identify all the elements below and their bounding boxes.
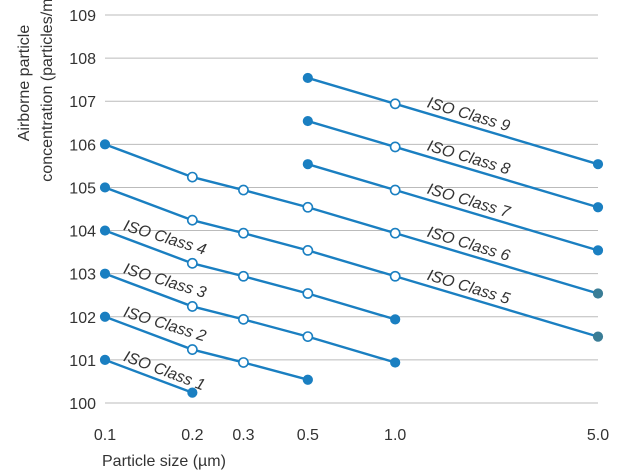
data-point <box>238 184 249 196</box>
y-tick-label: 109 <box>69 8 96 25</box>
series-line-5 <box>104 186 599 338</box>
series-label: ISO Class 8 <box>425 138 512 179</box>
series-line-2 <box>104 315 309 381</box>
data-point <box>99 225 111 236</box>
data-point <box>302 374 313 385</box>
data-point <box>302 72 313 84</box>
data-point <box>390 314 401 325</box>
data-point <box>592 331 604 342</box>
grid-layer <box>105 14 598 404</box>
data-point <box>186 257 198 269</box>
series-label: ISO Class 9 <box>425 95 512 136</box>
y-tick-labels: 100 101 102 103 104 105 106 107 108 109 <box>69 8 96 413</box>
data-point <box>238 270 249 282</box>
y-tick-label: 108 <box>69 51 96 68</box>
y-tick-label: 105 <box>69 180 96 197</box>
data-point <box>592 159 604 170</box>
data-point <box>238 227 249 239</box>
x-axis-title: Particle size (µm) <box>102 453 226 470</box>
data-point <box>389 270 401 282</box>
x-tick-label: 1.0 <box>384 427 406 444</box>
data-point <box>187 387 198 398</box>
data-point <box>389 98 401 110</box>
data-point <box>99 139 111 150</box>
data-point <box>186 301 198 312</box>
y-axis-title-line2: concentration (particles/m3) <box>39 0 56 182</box>
data-point <box>99 354 111 365</box>
data-point <box>302 331 314 343</box>
data-point <box>186 171 198 183</box>
y-tick-label: 106 <box>69 137 96 154</box>
data-point <box>390 357 401 368</box>
data-point <box>186 214 198 226</box>
y-tick-label: 107 <box>69 94 96 111</box>
x-tick-label: 0.3 <box>232 427 254 444</box>
x-tick-label: 0.1 <box>94 427 116 444</box>
y-tick-label: 104 <box>69 224 96 241</box>
data-point <box>592 245 604 256</box>
data-point <box>302 115 313 127</box>
series-layer <box>99 72 604 398</box>
data-point <box>389 141 401 153</box>
data-point <box>302 244 314 256</box>
data-point <box>99 268 111 279</box>
series-line-6 <box>104 143 599 295</box>
data-point <box>302 201 314 213</box>
data-point <box>99 182 111 193</box>
data-point <box>99 311 111 322</box>
y-tick-label: 101 <box>69 353 96 370</box>
data-point <box>302 288 314 299</box>
data-point <box>592 202 604 213</box>
series-line-1 <box>104 358 193 394</box>
y-tick-label: 102 <box>69 310 96 327</box>
data-point <box>302 159 313 170</box>
data-point <box>186 344 198 355</box>
data-point <box>238 357 249 368</box>
data-point <box>389 184 401 196</box>
data-point <box>389 227 401 239</box>
x-tick-label: 5.0 <box>587 427 609 444</box>
x-tick-label: 0.5 <box>297 427 319 444</box>
y-tick-label: 103 <box>69 267 96 284</box>
y-axis-title-line1: Airborne particle <box>16 25 33 142</box>
y-tick-label: 100 <box>69 396 96 413</box>
x-tick-label: 0.2 <box>181 427 203 444</box>
x-tick-labels: 0.1 0.2 0.3 0.5 1.0 5.0 <box>94 427 609 444</box>
data-point <box>238 313 249 325</box>
data-point <box>592 288 604 299</box>
